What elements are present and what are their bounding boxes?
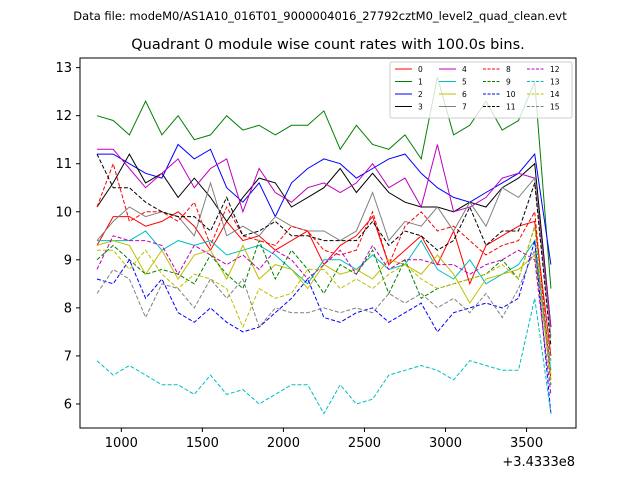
series-line-5 [97,230,552,371]
y-tick-label: 13 [55,61,72,76]
series-line-9 [96,226,552,385]
legend-label-10: 10 [506,90,516,99]
legend-label-12: 12 [550,65,560,74]
x-axis: 1000 1500 2000 2500 3000 3500 [105,428,543,451]
legend-label-0: 0 [418,65,423,74]
series-group [96,77,552,415]
series-line-12 [96,235,552,395]
series-line-4 [97,144,552,328]
y-tick-label: 7 [64,349,72,364]
series-line-11 [96,153,552,347]
legend-label-13: 13 [550,77,560,86]
y-tick-label: 9 [64,253,72,268]
legend-label-3: 3 [418,102,423,111]
legend-label-15: 15 [550,102,560,111]
x-offset-label: +3.4333e8 [502,455,575,470]
legend-label-8: 8 [506,65,511,74]
series-line-15 [96,248,552,361]
series-line-14 [97,226,552,380]
legend-box [389,61,573,119]
chart-suptitle: Data file: modeM0/AS1A10_016T01_90000040… [73,9,567,23]
x-tick-label: 1500 [186,436,219,451]
legend-label-11: 11 [506,102,516,111]
series-line-8 [96,162,552,380]
y-tick-label: 11 [55,157,72,172]
y-tick-label: 12 [55,109,72,124]
axes-frame [79,57,577,429]
legend-label-5: 5 [462,77,467,86]
x-tick-label: 3000 [429,436,462,451]
legend-label-1: 1 [418,77,423,86]
series-line-6 [96,240,552,376]
y-tick-label: 10 [55,205,72,220]
legend-label-9: 9 [506,77,511,86]
y-tick-label: 6 [64,397,72,412]
x-tick-label: 1000 [105,436,138,451]
x-tick-label: 2000 [267,436,300,451]
y-axis: 6 7 8 9 10 11 12 13 [55,61,80,412]
y-tick-label: 8 [64,301,72,316]
legend-label-7: 7 [462,102,467,111]
x-tick-label: 3500 [510,436,543,451]
x-tick-label: 2500 [348,436,381,451]
series-line-2 [97,143,552,265]
plot-area [79,57,577,429]
legend-label-2: 2 [418,90,423,99]
legend-label-14: 14 [550,90,560,99]
series-line-13 [96,298,552,415]
legend-label-6: 6 [462,90,467,99]
legend-label-4: 4 [462,65,467,74]
chart-title: Quadrant 0 module wise count rates with … [131,37,525,53]
